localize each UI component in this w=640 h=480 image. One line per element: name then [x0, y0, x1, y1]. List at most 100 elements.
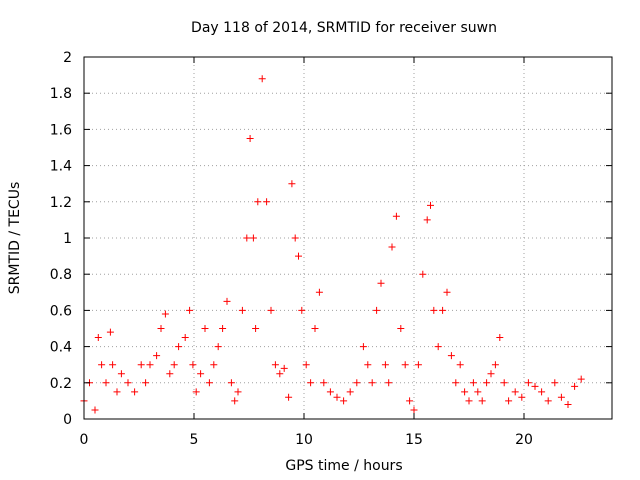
x-tick-label: 0: [80, 432, 89, 448]
data-point: [359, 343, 367, 351]
data-point: [189, 361, 197, 369]
data-point: [285, 393, 293, 401]
data-point: [381, 361, 389, 369]
data-point: [340, 397, 348, 405]
data-point: [401, 361, 409, 369]
data-point: [487, 370, 495, 378]
data-point: [385, 379, 393, 387]
data-point: [406, 397, 414, 405]
data-point: [505, 397, 513, 405]
y-tick-label: 0.8: [50, 267, 72, 283]
data-point: [531, 382, 539, 390]
grid-lines: [84, 57, 612, 419]
data-point: [246, 134, 254, 142]
data-point: [469, 379, 477, 387]
data-point: [311, 325, 319, 332]
data-point: [474, 388, 482, 396]
data-point: [223, 297, 231, 305]
data-point: [414, 361, 422, 369]
y-tick-label: 1.2: [50, 195, 72, 211]
data-point: [364, 361, 372, 369]
data-point: [234, 388, 242, 396]
data-point: [109, 361, 117, 369]
data-point: [170, 361, 178, 369]
data-point: [439, 306, 447, 314]
data-point: [181, 334, 189, 342]
data-point: [491, 361, 499, 369]
data-point: [447, 352, 455, 360]
data-point: [271, 361, 279, 369]
y-tick-label: 1.8: [50, 86, 72, 102]
data-point: [267, 306, 275, 314]
data-point: [368, 379, 376, 387]
data-point: [571, 382, 579, 390]
data-point: [153, 352, 161, 360]
data-point: [280, 364, 288, 372]
data-point: [219, 325, 227, 332]
data-point: [146, 361, 154, 369]
data-point: [461, 388, 469, 396]
data-point: [373, 306, 381, 314]
data-point: [131, 388, 139, 396]
data-point: [511, 388, 519, 396]
y-tick-label: 0: [63, 412, 72, 428]
data-point: [98, 361, 106, 369]
data-point: [353, 379, 361, 387]
y-axis-label: SRMTID / TECUs: [7, 182, 23, 295]
y-tick-label: 0.6: [50, 303, 72, 319]
y-tick-label: 2: [63, 50, 72, 66]
data-point: [551, 379, 559, 387]
x-tick-label: 10: [295, 432, 313, 448]
data-point: [518, 393, 526, 401]
data-point: [524, 379, 532, 387]
data-point: [291, 234, 299, 242]
data-point: [544, 397, 552, 405]
data-point: [577, 375, 585, 383]
data-point: [410, 406, 418, 414]
data-point: [302, 361, 310, 369]
data-point: [496, 334, 504, 342]
data-point: [564, 401, 572, 409]
data-point: [434, 343, 442, 351]
data-point: [298, 306, 306, 314]
data-point: [326, 388, 334, 396]
data-point: [231, 397, 239, 405]
data-point: [137, 361, 145, 369]
data-point: [478, 397, 486, 405]
data-point: [117, 370, 125, 378]
data-point: [175, 343, 183, 351]
data-point: [252, 325, 260, 332]
data-point: [249, 234, 257, 242]
data-point: [295, 252, 302, 260]
data-point: [263, 198, 271, 206]
data-point: [205, 379, 213, 387]
axis-ticks: 00.20.40.60.811.21.41.61.820 5 10 15 20: [50, 50, 612, 448]
data-point: [346, 388, 354, 396]
data-point: [258, 75, 266, 83]
data-point: [333, 393, 341, 401]
data-point: [192, 388, 200, 396]
data-point: [500, 379, 508, 387]
data-point: [452, 379, 460, 387]
data-point: [91, 406, 99, 414]
data-point: [392, 212, 400, 220]
data-point: [430, 306, 438, 314]
data-point: [423, 216, 431, 224]
x-tick-label: 5: [190, 432, 199, 448]
data-point: [397, 325, 405, 332]
data-point: [483, 379, 491, 387]
data-point: [94, 334, 102, 342]
data-point: [238, 306, 246, 314]
data-point: [214, 343, 222, 351]
data-point: [142, 379, 150, 387]
data-point: [161, 310, 169, 318]
data-point: [106, 328, 114, 336]
data-point: [419, 270, 427, 278]
data-point: [377, 279, 385, 287]
data-point: [456, 361, 464, 369]
data-point: [197, 370, 205, 378]
data-point: [254, 198, 262, 206]
chart-title: Day 118 of 2014, SRMTID for receiver suw…: [191, 20, 497, 36]
y-tick-label: 0.2: [50, 376, 72, 392]
